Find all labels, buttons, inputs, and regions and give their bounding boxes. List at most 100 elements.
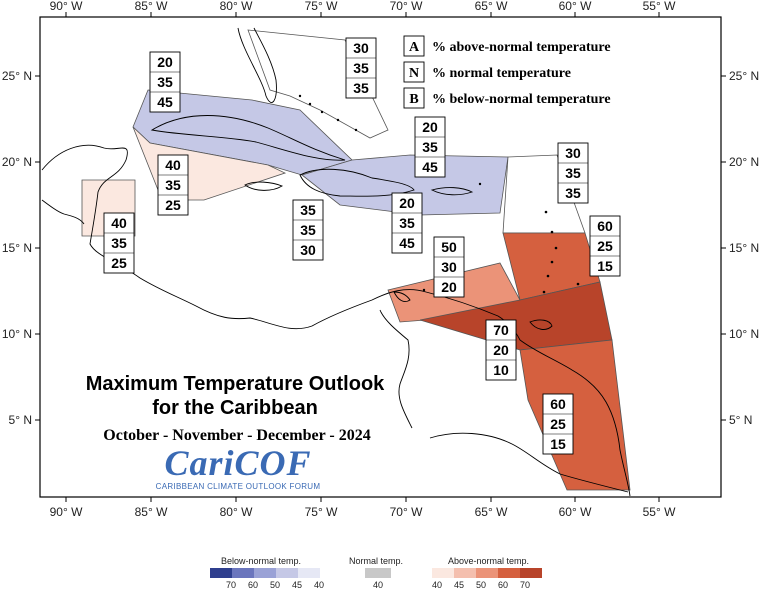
probability-box-trinidad: 70 20 10 — [485, 319, 517, 381]
probability-box-guianas: 60 25 15 — [542, 393, 574, 455]
key-text-above: % above-normal temperature — [432, 40, 611, 55]
prob-below: 25 — [111, 255, 127, 271]
swatch-above-50 — [476, 568, 498, 578]
prob-normal: 25 — [550, 416, 566, 432]
legend-tick: 45 — [454, 580, 465, 590]
swatch-below-45 — [276, 568, 298, 578]
lat-label: 15° N — [2, 241, 32, 255]
legend-tick: 60 — [248, 580, 259, 590]
prob-above: 60 — [597, 218, 613, 234]
swatch-above-40 — [432, 568, 454, 578]
prob-below: 10 — [493, 362, 509, 378]
prob-above: 30 — [565, 145, 581, 161]
swatch-below-70 — [210, 568, 232, 578]
prob-normal: 35 — [353, 60, 369, 76]
prob-normal: 35 — [300, 222, 316, 238]
probability-box-abc: 50 30 20 — [433, 236, 465, 298]
lon-label: 65° W — [475, 505, 508, 519]
probability-box-hispaniola-pr: 20 35 45 — [414, 116, 446, 178]
lat-labels-right: 25° N 20° N 15° N 10° N 5° N — [729, 69, 759, 427]
season-label: October - November - December - 2024 — [103, 427, 371, 444]
prob-above: 20 — [422, 119, 438, 135]
lon-label: 55° W — [643, 505, 676, 519]
lon-label: 60° W — [559, 505, 592, 519]
legend-tick: 40 — [314, 580, 325, 590]
legend-tick: 45 — [292, 580, 303, 590]
lat-label: 5° N — [729, 413, 752, 427]
prob-below: 15 — [597, 258, 613, 274]
probability-box-bahamas: 30 35 35 — [345, 37, 377, 99]
legend-tick: 40 — [373, 580, 384, 590]
lon-label: 80° W — [220, 505, 253, 519]
prob-below: 30 — [300, 242, 316, 258]
swatch-above-70 — [520, 568, 542, 578]
swatch-below-50 — [254, 568, 276, 578]
lat-label: 10° N — [729, 327, 759, 341]
swatch-below-40 — [298, 568, 320, 578]
legend-tick: 40 — [432, 580, 443, 590]
prob-normal: 35 — [399, 215, 415, 231]
probability-box-jamaica: 35 35 30 — [292, 199, 324, 261]
prob-normal: 30 — [441, 259, 457, 275]
key-text-normal: % normal temperature — [432, 66, 571, 81]
lat-label: 10° N — [2, 327, 32, 341]
legend-title-above: Above-normal temp. — [448, 556, 530, 566]
legend-tick: 70 — [520, 580, 531, 590]
logo-subtitle: CARIBBEAN CLIMATE OUTLOOK FORUM — [155, 482, 321, 491]
swatch-below-60 — [232, 568, 254, 578]
lon-labels-top: 90° W 85° W 80° W 75° W 70° W 65° W 60° … — [50, 0, 676, 13]
probability-box-hispaniola-south: 20 35 45 — [391, 192, 423, 254]
key-letter-b: B — [409, 92, 418, 107]
key-legend: A N B % above-normal temperature % norma… — [403, 35, 611, 109]
prob-above: 50 — [441, 239, 457, 255]
map-title-line1: Maximum Temperature Outlook — [85, 373, 385, 395]
prob-below: 45 — [422, 159, 438, 175]
probability-box-cayman: 40 35 25 — [157, 154, 189, 216]
prob-normal: 35 — [165, 177, 181, 193]
prob-normal: 35 — [565, 165, 581, 181]
prob-below: 45 — [399, 235, 415, 251]
island-dots — [298, 94, 580, 294]
lon-label: 85° W — [135, 505, 168, 519]
prob-above: 40 — [165, 157, 181, 173]
lon-label: 65° W — [475, 0, 508, 13]
lon-label: 85° W — [135, 0, 168, 13]
caricof-logo: CariCOF CARIBBEAN CLIMATE OUTLOOK FORUM — [148, 444, 328, 492]
lon-label: 70° W — [390, 505, 423, 519]
lat-labels-left: 25° N 20° N 15° N 10° N 5° N — [2, 69, 32, 427]
lat-label: 20° N — [2, 155, 32, 169]
prob-above: 35 — [300, 202, 316, 218]
lon-label: 90° W — [50, 0, 83, 13]
legend-tick: 70 — [226, 580, 237, 590]
probability-boxes: 30 35 35 20 35 45 40 35 25 40 35 25 — [103, 37, 621, 455]
lon-label: 75° W — [305, 0, 338, 13]
prob-normal: 35 — [111, 235, 127, 251]
swatch-above-60 — [498, 568, 520, 578]
lon-label: 70° W — [390, 0, 423, 13]
lat-label: 25° N — [729, 69, 759, 83]
lon-label: 75° W — [305, 505, 338, 519]
prob-below: 35 — [565, 185, 581, 201]
prob-normal: 20 — [493, 342, 509, 358]
probability-box-windwards: 60 25 15 — [589, 215, 621, 277]
prob-normal: 25 — [597, 238, 613, 254]
prob-above: 40 — [111, 215, 127, 231]
prob-above: 20 — [157, 54, 173, 70]
prob-above: 30 — [353, 40, 369, 56]
prob-normal: 35 — [157, 74, 173, 90]
key-letter-a: A — [409, 40, 420, 55]
legend-tick: 50 — [270, 580, 281, 590]
logo-wordmark: CariCOF — [164, 443, 312, 483]
lon-labels-bottom: 90° W 85° W 80° W 75° W 70° W 65° W 60° … — [50, 505, 676, 519]
prob-normal: 35 — [422, 139, 438, 155]
probability-box-cuba: 20 35 45 — [149, 51, 181, 113]
prob-below: 15 — [550, 436, 566, 452]
legend-tick: 50 — [476, 580, 487, 590]
key-text-below: % below-normal temperature — [432, 92, 611, 107]
key-letter-n: N — [409, 66, 419, 81]
prob-below: 45 — [157, 94, 173, 110]
swatch-normal-40 — [365, 568, 391, 578]
lat-label: 5° N — [9, 413, 32, 427]
map-title-line2: for the Caribbean — [152, 397, 318, 419]
